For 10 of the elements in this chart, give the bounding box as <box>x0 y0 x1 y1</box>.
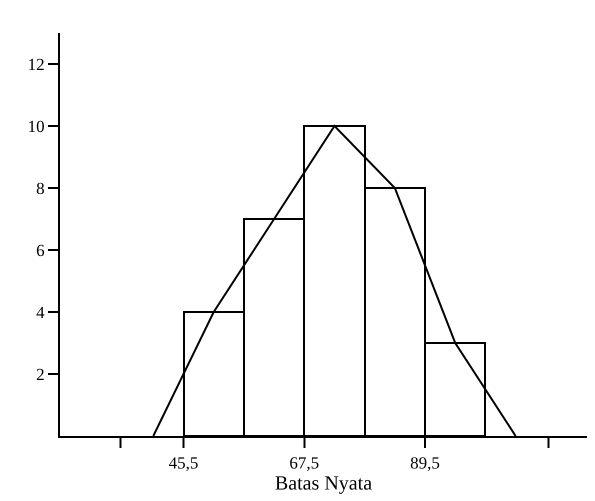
y-tick-label: 8 <box>36 178 45 198</box>
y-tick-label: 4 <box>36 302 46 322</box>
y-tick-label: 6 <box>36 240 45 260</box>
x-axis-title: Batas Nyata <box>274 472 372 494</box>
x-tick-label: 89,5 <box>410 453 440 472</box>
x-tick-label: 45,5 <box>168 453 198 472</box>
x-tick-label: 67,5 <box>289 453 320 472</box>
y-tick-label: 12 <box>28 54 45 74</box>
y-tick-label: 10 <box>28 116 45 136</box>
y-tick-label: 2 <box>36 364 45 384</box>
